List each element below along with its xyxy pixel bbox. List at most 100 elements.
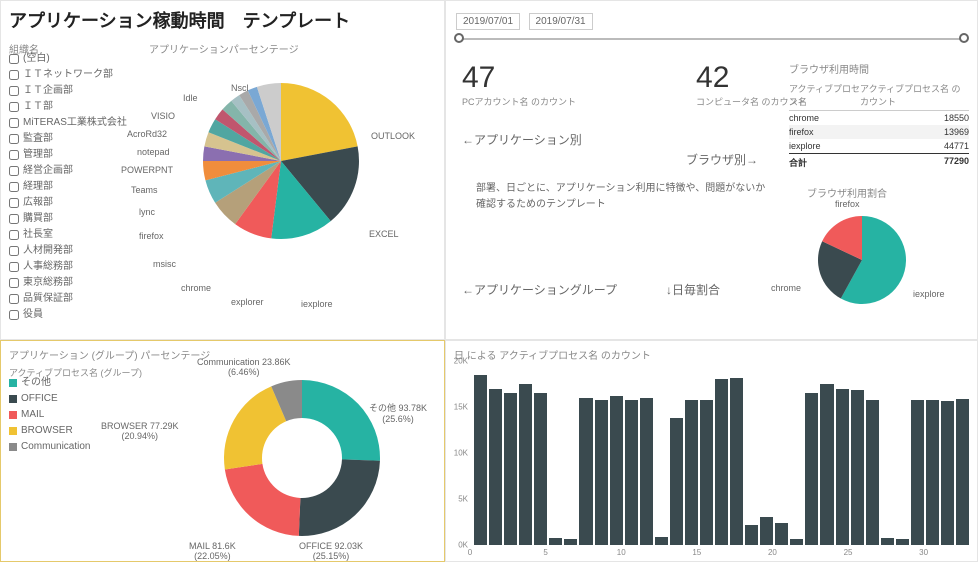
- filter-checkbox[interactable]: [9, 198, 19, 208]
- legend-item[interactable]: Communication: [9, 439, 90, 455]
- bar[interactable]: [775, 523, 788, 545]
- donut-slice-label: MAIL 81.6K(22.05%): [189, 541, 236, 561]
- legend-label: Communication: [21, 439, 90, 455]
- legend-item[interactable]: OFFICE: [9, 391, 90, 407]
- filter-label: 役員: [23, 307, 43, 323]
- bar[interactable]: [911, 400, 924, 545]
- filter-checkbox[interactable]: [9, 262, 19, 272]
- table-row[interactable]: chrome18550: [789, 111, 969, 125]
- bar[interactable]: [760, 517, 773, 545]
- filter-item[interactable]: 監査部: [9, 131, 129, 147]
- bar[interactable]: [474, 375, 487, 545]
- bar[interactable]: [655, 537, 668, 545]
- bar[interactable]: [595, 400, 608, 545]
- legend-item[interactable]: その他: [9, 375, 90, 391]
- bar[interactable]: [805, 393, 818, 545]
- filter-item[interactable]: 購買部: [9, 211, 129, 227]
- bar[interactable]: [881, 538, 894, 545]
- bar[interactable]: [820, 384, 833, 545]
- filter-item[interactable]: 品質保証部: [9, 291, 129, 307]
- filter-item[interactable]: (空白): [9, 51, 129, 67]
- filter-item[interactable]: ＩＴ部: [9, 99, 129, 115]
- date-end[interactable]: 2019/07/31: [529, 13, 593, 30]
- filter-item[interactable]: 経理部: [9, 179, 129, 195]
- filter-checkbox[interactable]: [9, 166, 19, 176]
- bar[interactable]: [640, 398, 653, 545]
- pie-slice[interactable]: [299, 459, 380, 536]
- filter-checkbox[interactable]: [9, 102, 19, 112]
- filter-checkbox[interactable]: [9, 182, 19, 192]
- filter-item[interactable]: 管理部: [9, 147, 129, 163]
- filter-checkbox[interactable]: [9, 214, 19, 224]
- nav-daily[interactable]: ↓日毎割合: [666, 281, 720, 298]
- pie-slice[interactable]: [225, 464, 301, 536]
- filter-item[interactable]: ＩＴネットワーク部: [9, 67, 129, 83]
- filter-item[interactable]: ＩＴ企画部: [9, 83, 129, 99]
- legend-item[interactable]: MAIL: [9, 407, 90, 423]
- bar[interactable]: [700, 400, 713, 545]
- filter-item[interactable]: 東京総務部: [9, 275, 129, 291]
- slider-thumb-start[interactable]: [454, 33, 464, 43]
- slider-track[interactable]: [456, 38, 967, 40]
- filter-checkbox[interactable]: [9, 310, 19, 320]
- filter-label: 経理部: [23, 179, 53, 195]
- filter-checkbox[interactable]: [9, 118, 19, 128]
- bar[interactable]: [941, 401, 954, 545]
- filter-item[interactable]: 広報部: [9, 195, 129, 211]
- filter-item[interactable]: 人事総務部: [9, 259, 129, 275]
- nav-browser[interactable]: ブラウザ別→: [686, 151, 758, 168]
- bar[interactable]: [745, 525, 758, 545]
- bar[interactable]: [564, 539, 577, 545]
- filter-item[interactable]: 経営企画部: [9, 163, 129, 179]
- bar[interactable]: [790, 539, 803, 545]
- donut-chart: [223, 379, 381, 537]
- bar[interactable]: [625, 400, 638, 545]
- bar[interactable]: [549, 538, 562, 545]
- bar[interactable]: [489, 389, 502, 545]
- filter-item[interactable]: MiTERAS工業株式会社: [9, 115, 129, 131]
- filter-item[interactable]: 社長室: [9, 227, 129, 243]
- bar[interactable]: [956, 399, 969, 545]
- bar[interactable]: [836, 389, 849, 545]
- y-axis-tick: 20K: [454, 357, 468, 366]
- table-row[interactable]: firefox13969: [789, 125, 969, 139]
- bar[interactable]: [579, 398, 592, 545]
- table-row[interactable]: iexplore44771: [789, 139, 969, 153]
- bar[interactable]: [504, 393, 517, 545]
- filter-checkbox[interactable]: [9, 70, 19, 80]
- filter-label: 監査部: [23, 131, 53, 147]
- filter-checkbox[interactable]: [9, 150, 19, 160]
- pie-slice-label: chrome: [181, 283, 211, 293]
- date-slider[interactable]: 2019/07/01 2019/07/31: [456, 11, 967, 40]
- filter-checkbox[interactable]: [9, 86, 19, 96]
- bar[interactable]: [730, 378, 743, 545]
- filter-checkbox[interactable]: [9, 294, 19, 304]
- bar[interactable]: [534, 393, 547, 545]
- date-start[interactable]: 2019/07/01: [456, 13, 520, 30]
- kpi-label: PCアカウント名 のカウント: [462, 95, 576, 108]
- nav-group[interactable]: ←アプリケーショングループ: [462, 281, 617, 298]
- bar[interactable]: [896, 539, 909, 545]
- slider-thumb-end[interactable]: [959, 33, 969, 43]
- filter-item[interactable]: 人材開発部: [9, 243, 129, 259]
- legend-label: OFFICE: [21, 391, 58, 407]
- nav-app[interactable]: ←アプリケーション別: [462, 131, 582, 148]
- pie-slice-label: msisc: [153, 259, 176, 269]
- bar[interactable]: [866, 400, 879, 545]
- bar[interactable]: [685, 400, 698, 545]
- bar[interactable]: [670, 418, 683, 545]
- browser-pie-title: ブラウザ利用割合: [807, 185, 887, 200]
- filter-checkbox[interactable]: [9, 230, 19, 240]
- filter-checkbox[interactable]: [9, 134, 19, 144]
- bar[interactable]: [715, 379, 728, 545]
- pie-slice-label: notepad: [137, 147, 170, 157]
- bar[interactable]: [610, 396, 623, 545]
- filter-checkbox[interactable]: [9, 246, 19, 256]
- filter-item[interactable]: 役員: [9, 307, 129, 323]
- filter-checkbox[interactable]: [9, 278, 19, 288]
- legend-item[interactable]: BROWSER: [9, 423, 90, 439]
- filter-checkbox[interactable]: [9, 54, 19, 64]
- bar[interactable]: [851, 390, 864, 545]
- bar[interactable]: [926, 400, 939, 545]
- bar[interactable]: [519, 384, 532, 545]
